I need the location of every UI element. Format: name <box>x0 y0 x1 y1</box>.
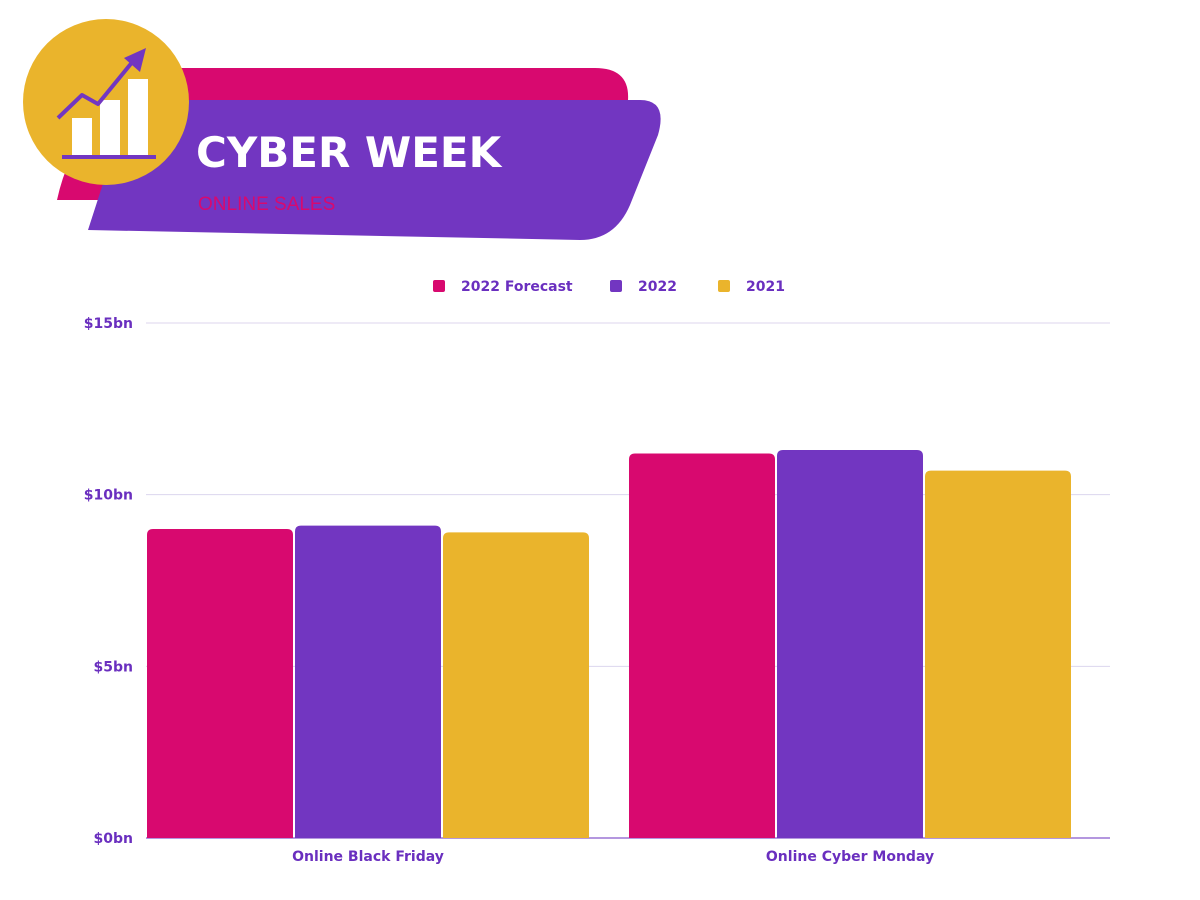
page-subtitle: ONLINE SALES <box>198 194 335 215</box>
y-tick-label: $10bn <box>84 488 133 504</box>
bar-2021-1 <box>925 470 1071 838</box>
page-title: CYBER WEEK <box>196 128 503 177</box>
y-tick-label: $15bn <box>84 316 133 332</box>
x-tick-label: Online Black Friday <box>292 849 444 865</box>
bar-2022-forecast-0 <box>147 529 293 838</box>
legend-swatch <box>610 280 622 292</box>
legend-swatch <box>433 280 445 292</box>
legend-label: 2022 <box>638 279 677 295</box>
header-banner: CYBER WEEK ONLINE SALES <box>23 19 661 240</box>
legend-label: 2022 Forecast <box>461 279 573 295</box>
chart-legend: 2022 Forecast 2022 2021 <box>433 279 785 295</box>
y-tick-label: $0bn <box>94 831 133 847</box>
bar-chart: 2022 Forecast 2022 2021 Online Black Frida… <box>84 279 1110 865</box>
x-axis-labels: Online Black Friday Online Cyber Monday <box>292 849 934 865</box>
legend-swatch <box>718 280 730 292</box>
bar-2022-1 <box>777 450 923 838</box>
growth-chart-icon <box>23 19 189 185</box>
bar-2022-0 <box>295 525 441 838</box>
bar-2022-forecast-1 <box>629 453 775 838</box>
legend-label: 2021 <box>746 279 785 295</box>
y-axis-labels: $0bn $5bn $10bn $15bn <box>84 316 133 847</box>
bar-2021-0 <box>443 532 589 838</box>
y-tick-label: $5bn <box>94 659 133 675</box>
purple-ribbon <box>88 100 661 240</box>
x-tick-label: Online Cyber Monday <box>766 849 934 865</box>
chart-bars <box>147 450 1071 838</box>
